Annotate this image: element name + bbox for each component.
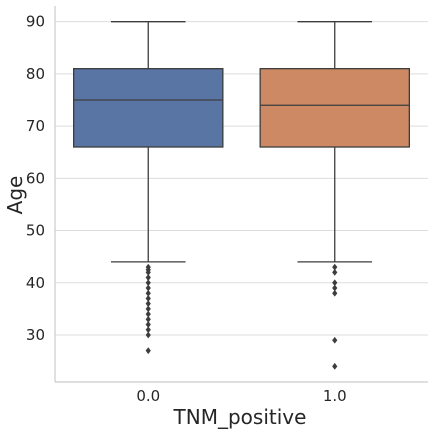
- outlier-point-0-10: [145, 310, 151, 318]
- outlier-point-0-5: [145, 284, 151, 292]
- x-tick-label-0: 0.0: [136, 387, 160, 405]
- y-tick-label-70: 70: [26, 117, 45, 135]
- box-1: [259, 68, 410, 148]
- outlier-point-0-15: [145, 347, 151, 355]
- y-tick-label-60: 60: [26, 169, 45, 187]
- outlier-point-1-5: [332, 336, 338, 344]
- outlier-point-1-3: [332, 284, 338, 292]
- outlier-point-0-12: [145, 321, 151, 328]
- outlier-point-0-13: [145, 326, 151, 334]
- outlier-point-0-14: [145, 331, 151, 339]
- outlier-point-0-2: [145, 268, 151, 276]
- tick-labels: 30 40 50 60 70 80 90 0.0 1.0: [26, 13, 347, 405]
- outlier-point-1-0: [332, 263, 338, 271]
- outlier-point-1-1: [332, 268, 338, 276]
- x-tick-label-1: 1.0: [323, 387, 347, 405]
- y-tick-label-50: 50: [26, 222, 45, 240]
- outlier-point-0-7: [145, 295, 151, 302]
- box-0: [73, 68, 224, 148]
- box-group: [73, 21, 410, 370]
- outlier-point-1-4: [332, 289, 338, 297]
- axes: [54, 6, 428, 383]
- y-tick-label-90: 90: [26, 13, 45, 31]
- y-axis-label: Age: [3, 176, 27, 215]
- outlier-point-0-4: [145, 279, 151, 287]
- outlier-point-0-11: [145, 315, 151, 323]
- x-axis-label: TNM_positive: [173, 405, 307, 429]
- outlier-point-0-6: [145, 289, 151, 297]
- outlier-point-0-3: [145, 274, 151, 281]
- y-tick-label-80: 80: [26, 65, 45, 83]
- outlier-point-0-9: [145, 305, 151, 313]
- outlier-point-1-6: [332, 362, 338, 370]
- outlier-point-0-8: [145, 300, 151, 308]
- y-tick-label-30: 30: [26, 326, 45, 344]
- outlier-point-1-2: [332, 279, 338, 287]
- y-tick-label-40: 40: [26, 274, 45, 292]
